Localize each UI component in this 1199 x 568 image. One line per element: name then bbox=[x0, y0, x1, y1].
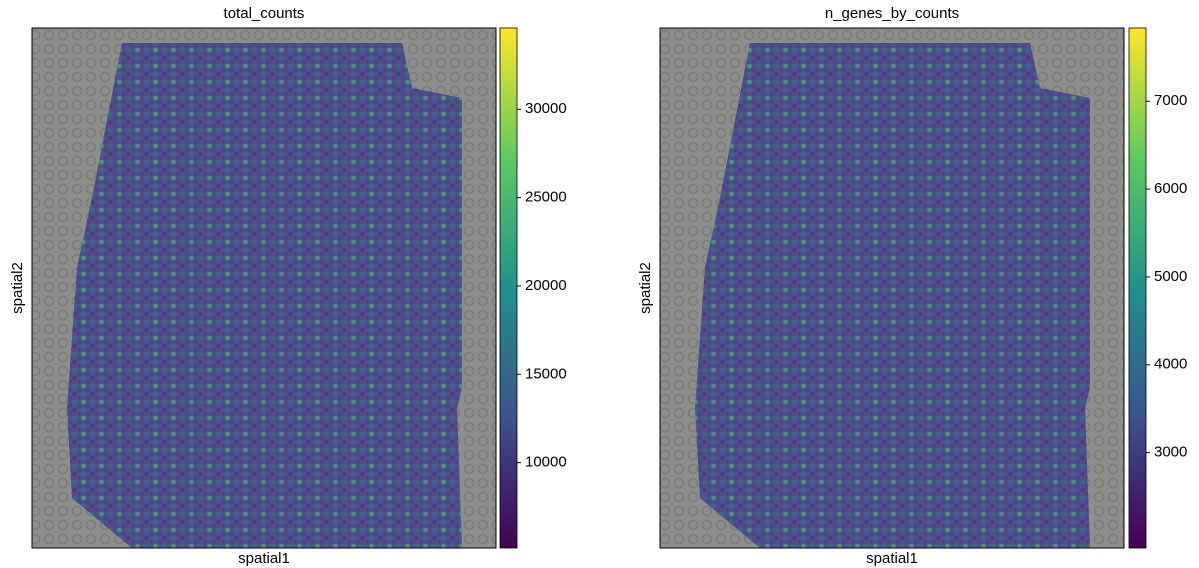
colorbar-tick-label: 6000 bbox=[1154, 180, 1187, 197]
colorbar-tick-label: 30000 bbox=[525, 100, 567, 117]
tissue-spots-bright bbox=[695, 43, 1090, 548]
tissue-spots-bright bbox=[67, 43, 462, 548]
colorbar bbox=[1129, 28, 1146, 548]
colorbar-tick-label: 3000 bbox=[1154, 444, 1187, 461]
colorbar-tick-label: 15000 bbox=[525, 365, 567, 382]
colorbar bbox=[500, 28, 517, 548]
colorbar-tick-label: 5000 bbox=[1154, 268, 1187, 285]
colorbar-tick-label: 20000 bbox=[525, 277, 567, 294]
colorbar-tick-label: 4000 bbox=[1154, 356, 1187, 373]
y-axis-label: spatial2 bbox=[637, 262, 654, 314]
colorbar-tick-label: 25000 bbox=[525, 189, 567, 206]
figure: total_counts spatial1 spatial2 10000 15000 20… bbox=[0, 0, 1199, 568]
title: n_genes_by_counts bbox=[825, 5, 959, 22]
colorbar-tick-label: 10000 bbox=[525, 454, 567, 471]
title: total_counts bbox=[224, 5, 305, 22]
x-axis-label: spatial1 bbox=[866, 550, 918, 567]
y-axis-label: spatial2 bbox=[9, 262, 26, 314]
x-axis-label: spatial1 bbox=[238, 550, 290, 567]
colorbar-tick-label: 7000 bbox=[1154, 92, 1187, 109]
